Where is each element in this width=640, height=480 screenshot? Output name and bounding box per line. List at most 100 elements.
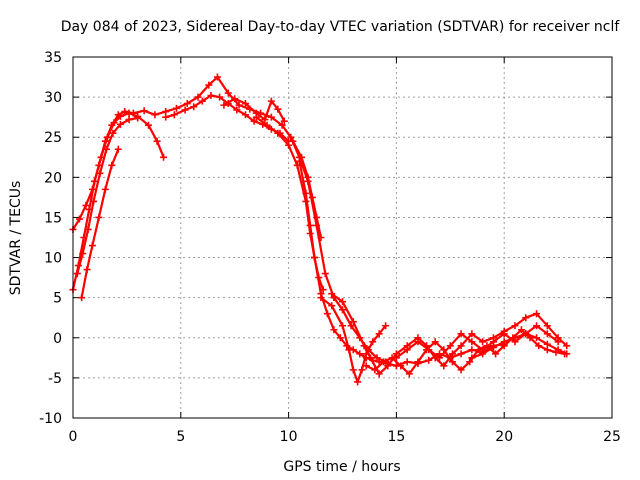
data-point — [317, 294, 325, 302]
data-point — [403, 358, 411, 366]
data-point — [224, 89, 232, 97]
data-point — [160, 153, 168, 161]
data-point — [403, 346, 411, 354]
series-track-10 — [317, 294, 390, 386]
data-point — [310, 254, 318, 262]
y-tick-label: 35 — [44, 50, 62, 66]
data-point — [241, 111, 249, 119]
data-point — [339, 298, 346, 306]
x-tick-label: 15 — [387, 429, 405, 445]
data-point — [356, 350, 364, 358]
data-point — [511, 334, 519, 342]
data-point — [162, 113, 170, 121]
data-point — [306, 221, 314, 229]
data-point — [289, 137, 297, 145]
data-point — [213, 73, 221, 81]
data-point — [302, 189, 310, 197]
series-track-4 — [78, 145, 122, 302]
data-point — [384, 362, 392, 370]
series-trace — [470, 332, 568, 359]
data-point — [431, 338, 439, 346]
data-point — [367, 354, 375, 362]
data-point — [95, 213, 103, 221]
data-point — [492, 350, 500, 358]
data-point — [181, 106, 189, 114]
series-trace — [291, 140, 322, 239]
data-point — [151, 111, 159, 119]
data-point — [96, 169, 104, 177]
series-trace — [365, 328, 566, 375]
data-point — [440, 362, 448, 370]
data-point — [278, 121, 286, 129]
data-point — [125, 116, 133, 124]
data-point — [425, 346, 433, 354]
data-point — [144, 121, 152, 129]
data-point — [233, 106, 241, 114]
data-point — [250, 117, 258, 125]
data-point — [194, 93, 202, 101]
chart-title: Day 084 of 2023, Sidereal Day-to-day VTE… — [61, 19, 621, 35]
data-point — [140, 107, 148, 115]
series-track-3 — [73, 114, 142, 278]
data-point — [369, 338, 377, 346]
data-point — [360, 342, 368, 350]
data-point — [295, 157, 303, 165]
data-point — [336, 334, 344, 342]
data-point — [170, 111, 178, 119]
series-track-11 — [328, 290, 571, 378]
data-point — [479, 338, 487, 346]
data-point — [511, 322, 519, 330]
data-point — [220, 101, 228, 109]
data-point — [172, 104, 180, 112]
data-point — [241, 100, 249, 108]
x-axis-label: GPS time / hours — [283, 459, 400, 475]
data-point — [328, 302, 336, 310]
data-point — [468, 330, 476, 338]
data-point — [84, 225, 92, 233]
plot-frame — [72, 56, 613, 419]
data-point — [103, 133, 111, 141]
grid — [73, 57, 612, 418]
data-point — [108, 161, 116, 169]
data-point — [354, 378, 362, 386]
data-point — [563, 350, 571, 358]
data-point — [457, 330, 465, 338]
data-point — [298, 153, 306, 161]
data-point — [448, 358, 456, 366]
data-point — [554, 338, 562, 346]
data-point — [267, 97, 275, 105]
data-point — [375, 330, 383, 338]
data-point — [321, 270, 329, 278]
data-point — [405, 370, 413, 378]
data-point — [79, 250, 87, 258]
data-point — [198, 97, 206, 105]
data-point — [82, 201, 90, 209]
data-point — [371, 366, 379, 374]
data-point — [153, 137, 161, 145]
axis-ticks — [72, 56, 613, 419]
data-point — [457, 366, 465, 374]
y-tick-label: -5 — [48, 371, 62, 387]
data-point — [235, 101, 243, 109]
data-point — [489, 343, 497, 351]
data-point — [339, 306, 346, 314]
y-tick-label: 30 — [44, 90, 62, 106]
data-point — [448, 350, 456, 358]
data-point — [328, 290, 336, 298]
data-point — [533, 310, 541, 318]
data-point — [414, 358, 422, 366]
y-tick-label: 0 — [53, 331, 62, 347]
data-point — [263, 121, 271, 129]
data-point — [533, 334, 541, 342]
data-point — [102, 145, 110, 153]
data-point — [479, 350, 487, 358]
y-tick-label: 5 — [53, 291, 62, 307]
series-track-14 — [468, 330, 571, 362]
data-point — [563, 342, 571, 350]
data-point — [500, 330, 508, 338]
data-point — [101, 185, 109, 193]
y-tick-label: 10 — [44, 251, 62, 267]
data-point — [274, 105, 282, 113]
data-point — [116, 112, 124, 120]
series-trace — [71, 112, 165, 291]
